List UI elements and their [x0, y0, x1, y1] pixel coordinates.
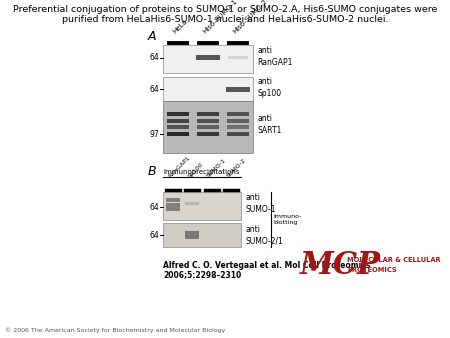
Bar — [167, 112, 189, 116]
Text: anti
Sp100: anti Sp100 — [257, 77, 281, 98]
Text: 64: 64 — [149, 84, 159, 94]
Text: anti
SUMO-1: anti SUMO-1 — [245, 193, 275, 214]
Bar — [166, 207, 180, 211]
Text: 64: 64 — [149, 203, 159, 212]
Bar — [166, 198, 180, 202]
Bar — [197, 132, 219, 136]
Text: A: A — [148, 30, 157, 43]
Bar — [197, 125, 219, 129]
Text: RanGAP1: RanGAP1 — [167, 155, 191, 179]
Bar — [196, 55, 220, 60]
Text: Alfred C. O. Vertegaal et al. Mol Cell Proteomics: Alfred C. O. Vertegaal et al. Mol Cell P… — [163, 261, 370, 270]
Bar — [167, 132, 189, 136]
Bar — [163, 45, 253, 73]
Text: anti
SART1: anti SART1 — [257, 114, 281, 135]
Bar — [227, 112, 249, 116]
Bar — [227, 119, 249, 123]
Bar — [167, 125, 189, 129]
Text: SUMO-2: SUMO-2 — [226, 158, 247, 179]
Text: Immunoprecipitations: Immunoprecipitations — [164, 169, 240, 175]
Bar — [227, 132, 249, 136]
Bar — [163, 223, 241, 247]
Bar — [185, 231, 199, 239]
Text: 64: 64 — [149, 53, 159, 62]
Bar — [166, 202, 180, 207]
Text: HeLa: HeLa — [172, 18, 189, 35]
Bar — [163, 192, 241, 220]
Bar — [197, 119, 219, 123]
Bar — [226, 87, 250, 92]
Bar — [227, 125, 249, 129]
Text: purified from HeLaHis6-SUMO-1 nuclei and HeLaHis6-SUMO-2 nuclei.: purified from HeLaHis6-SUMO-1 nuclei and… — [62, 15, 388, 24]
Text: Preferential conjugation of proteins to SUMO-1 or SUMO-2.A, His6-SUMO conjugates: Preferential conjugation of proteins to … — [13, 5, 437, 14]
Bar — [197, 112, 219, 116]
Text: anti
SUMO-2/1: anti SUMO-2/1 — [245, 224, 283, 245]
Bar — [185, 202, 199, 205]
Text: © 2006 The American Society for Biochemistry and Molecular Biology: © 2006 The American Society for Biochemi… — [5, 328, 225, 333]
Bar — [163, 77, 253, 101]
Bar — [167, 119, 189, 123]
Text: MCP: MCP — [300, 249, 381, 281]
Text: 97: 97 — [149, 130, 159, 139]
Text: 64: 64 — [149, 231, 159, 240]
Text: 2006;5:2298–2310: 2006;5:2298–2310 — [163, 270, 241, 279]
Text: His6-SUMO-2: His6-SUMO-2 — [232, 0, 269, 35]
Text: B: B — [148, 165, 157, 178]
Text: anti
RanGAP1: anti RanGAP1 — [257, 46, 292, 67]
Bar — [163, 101, 253, 153]
Bar — [228, 56, 248, 59]
Text: PROTEOMICS: PROTEOMICS — [347, 267, 396, 273]
Text: Immuno-
blotting: Immuno- blotting — [273, 214, 302, 225]
Text: MOLECULAR & CELLULAR: MOLECULAR & CELLULAR — [347, 257, 441, 263]
Text: Sp100: Sp100 — [187, 162, 204, 179]
Text: SUMO-1: SUMO-1 — [206, 158, 227, 179]
Text: His6-SUMO-1: His6-SUMO-1 — [202, 0, 238, 35]
